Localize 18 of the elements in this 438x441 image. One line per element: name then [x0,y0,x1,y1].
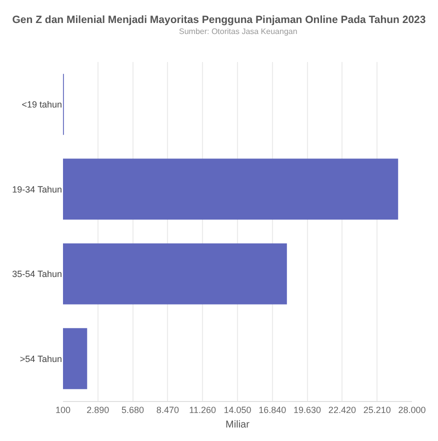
y-tick-label: 35-54 Tahun [12,269,62,280]
chart-title: Gen Z dan Milenial Menjadi Mayoritas Pengguna Pinjaman Online Pada Tahun 2023 [12,14,426,26]
x-tick-label: 22.420 [328,404,356,415]
y-tick-label: <19 tahun [22,100,62,110]
x-tick-label: 14.050 [224,404,252,415]
x-axis-title: Miliar [226,419,250,430]
x-tick-label: 19.630 [294,404,322,415]
y-tick-label: >54 Tahun [20,354,62,364]
x-tick-label: 2.890 [86,404,110,415]
x-tick-label: 5.680 [122,404,144,415]
y-tick-label: 19-34 Tahun [12,184,62,194]
x-tick-label: 8.470 [156,404,179,415]
x-tick-label: 16.840 [258,404,286,415]
x-tick-label: 11.260 [189,404,216,415]
x-tick-label: 28.000 [398,404,426,415]
x-tick-label: 25.210 [363,404,391,415]
x-tick-label: 100 [55,404,71,415]
chart-subtitle: Sumber: Otoritas Jasa Keuangan [179,27,298,36]
